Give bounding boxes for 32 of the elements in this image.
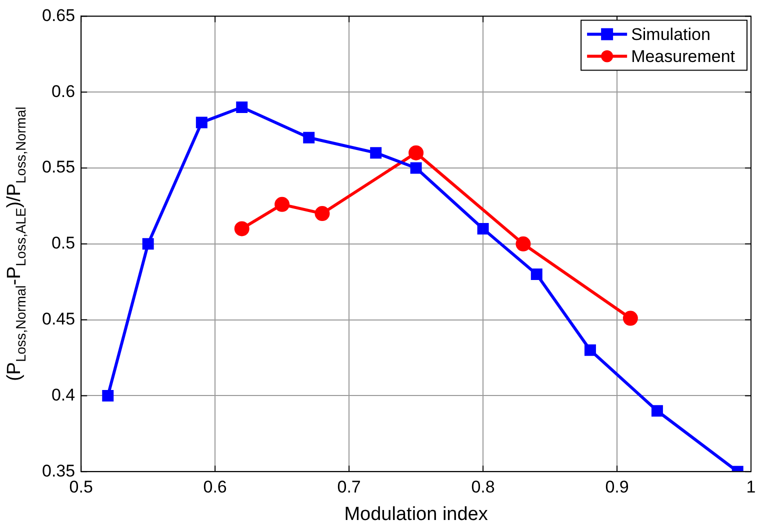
point <box>314 206 330 222</box>
point <box>651 405 663 417</box>
point <box>516 236 531 252</box>
point <box>584 344 596 356</box>
y-axis-title: (PLoss,Normal-PLoss,ALE)/PLoss,Normal <box>4 106 29 382</box>
y-tick-label: 0.55 <box>42 158 76 177</box>
point <box>303 132 315 144</box>
point <box>622 310 638 326</box>
x-tick-label: 0.7 <box>337 477 361 496</box>
x-tick-label: 0.8 <box>471 477 495 496</box>
x-tick-label: 0.9 <box>605 477 629 496</box>
y-tick-label: 0.5 <box>51 234 76 253</box>
point <box>477 222 489 234</box>
point <box>530 268 542 280</box>
point <box>196 116 208 128</box>
point <box>410 162 422 174</box>
y-tick-label: 0.6 <box>51 82 76 101</box>
point <box>408 145 424 160</box>
point <box>274 196 290 212</box>
point <box>236 102 248 114</box>
point <box>234 221 250 236</box>
y-tick-label: 0.65 <box>42 6 76 25</box>
legend-label: Measurement <box>631 46 736 66</box>
legend-label: Simulation <box>631 24 710 44</box>
point <box>142 238 154 250</box>
x-tick-label: 0.6 <box>203 477 227 496</box>
x-tick-label: 1 <box>746 477 756 496</box>
point <box>370 147 382 159</box>
point <box>102 390 114 402</box>
x-axis-title: Modulation index <box>344 504 488 525</box>
y-tick-label: 0.4 <box>51 385 76 404</box>
y-tick-label: 0.45 <box>42 309 76 328</box>
